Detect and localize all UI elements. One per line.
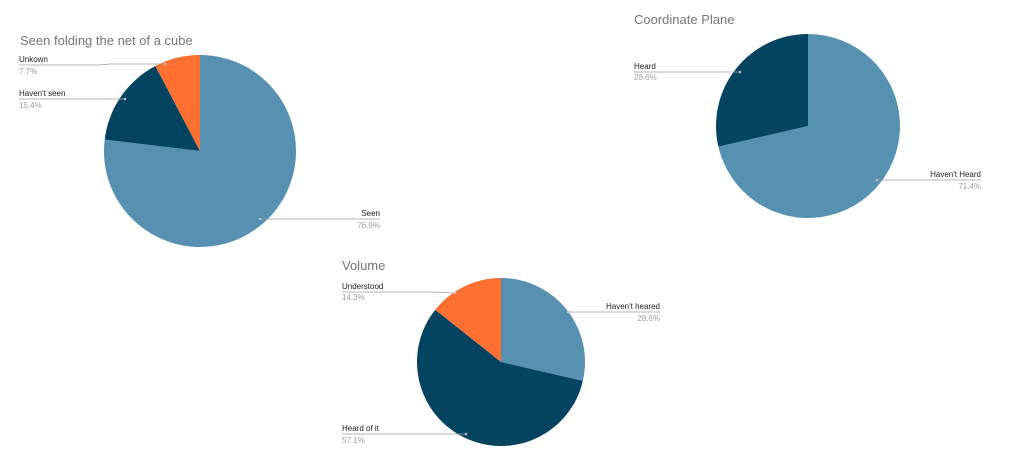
- pie-slice-understood: [435, 278, 501, 362]
- label-group-havent-seen: Haven't seen 15.4%: [19, 89, 127, 110]
- pie-slices: [715, 33, 900, 218]
- slice-label: Haven't Heard: [930, 170, 981, 179]
- slice-percent: 7.7%: [19, 67, 37, 76]
- label-group-seen: Seen 76.9%: [258, 209, 380, 230]
- slice-percent: 57.1%: [342, 436, 365, 445]
- leader-line: [342, 291, 456, 294]
- leader-dot: [453, 291, 457, 295]
- slice-percent: 28.6%: [634, 73, 657, 82]
- slice-percent: 76.9%: [357, 221, 380, 230]
- leader-dot: [163, 62, 167, 66]
- slice-label: Heard: [634, 62, 656, 71]
- leader-dot: [258, 217, 262, 221]
- pie-chart-volume: Volume Haven't heared 28.6% Heard of it …: [342, 258, 660, 447]
- slice-label: Heard of it: [342, 424, 380, 433]
- pie-slice-seen: [103, 55, 296, 248]
- slice-percent: 15.4%: [19, 101, 42, 110]
- slice-percent: 14.3%: [342, 293, 365, 302]
- pie-slice-haven-t-heard: [718, 34, 900, 218]
- pie-slice-haven-t-seen: [104, 66, 200, 151]
- leader-line: [19, 63, 165, 66]
- slice-label: Haven't heared: [606, 302, 660, 311]
- leader-dot: [738, 70, 742, 74]
- slice-label: Understood: [342, 282, 383, 291]
- slice-label: Unkown: [19, 55, 48, 64]
- slice-label: Seen: [361, 209, 380, 218]
- pie-chart-coordinate-plane: Coordinate Plane Haven't Heard 71.4% Hea…: [634, 12, 981, 218]
- label-group-heard-of-it: Heard of it 57.1%: [342, 424, 468, 445]
- chart-title: Seen folding the net of a cube: [20, 33, 193, 48]
- chart-title: Volume: [342, 258, 385, 273]
- slice-label: Haven't seen: [19, 89, 65, 98]
- leader-dot: [123, 97, 127, 101]
- pie-slices: [416, 278, 585, 447]
- label-group-heard: Heard 28.6%: [634, 62, 742, 82]
- slice-percent: 28.6%: [637, 314, 660, 323]
- pie-slices: [103, 55, 296, 248]
- pie-slice-haven-t-heared: [501, 278, 585, 381]
- leader-dot: [464, 432, 468, 436]
- label-group-havent-heared: Haven't heared 28.6%: [566, 302, 660, 323]
- leader-dot: [566, 310, 570, 314]
- pie-chart-cube-net: Seen folding the net of a cube Seen 76.9…: [19, 33, 380, 248]
- pie-slice-heard: [715, 33, 808, 147]
- leader-dot: [875, 178, 879, 182]
- pie-slice-unkown: [155, 55, 200, 151]
- label-group-unkown: Unkown 7.7%: [19, 55, 167, 76]
- pie-slice-heard-of-it: [416, 309, 583, 447]
- label-group-havent-heard: Haven't Heard 71.4%: [875, 170, 981, 191]
- chart-title: Coordinate Plane: [634, 12, 734, 27]
- label-group-understood: Understood 14.3%: [342, 282, 457, 302]
- slice-percent: 71.4%: [958, 182, 981, 191]
